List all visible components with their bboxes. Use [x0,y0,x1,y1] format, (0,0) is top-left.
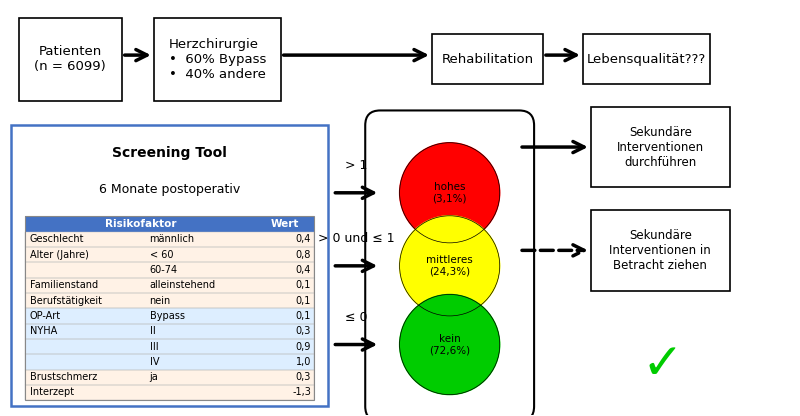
Text: mittleres
(24,3%): mittleres (24,3%) [426,255,473,277]
Bar [25,293,314,308]
Text: 60-74: 60-74 [150,265,178,275]
Text: 1,0: 1,0 [296,357,311,367]
Text: kein
(72,6%): kein (72,6%) [429,334,470,355]
Text: III: III [150,342,158,352]
Text: ≤ 0: ≤ 0 [345,311,367,324]
FancyBboxPatch shape [590,107,730,187]
Bar [25,277,314,293]
Text: > 1: > 1 [345,159,367,172]
FancyBboxPatch shape [366,111,534,416]
Text: Herzchirurgie
•  60% Bypass
•  40% andere: Herzchirurgie • 60% Bypass • 40% andere [169,38,266,81]
Text: Rehabilitation: Rehabilitation [442,53,534,66]
Bar [25,339,314,354]
Text: Geschlecht: Geschlecht [30,234,84,244]
Text: hohes
(3,1%): hohes (3,1%) [433,182,467,203]
Circle shape [400,216,500,316]
Text: ✓: ✓ [642,341,683,389]
Text: Sekundäre
Interventionen
durchführen: Sekundäre Interventionen durchführen [617,126,704,168]
Text: Bypass: Bypass [150,311,185,321]
Text: 0,8: 0,8 [296,250,311,260]
Bar [25,369,314,385]
Text: > 0 und ≤ 1: > 0 und ≤ 1 [318,232,394,245]
Bar [25,293,314,308]
Bar [25,232,314,247]
Text: männlich: männlich [150,234,194,244]
Bar [25,262,314,277]
Text: 0,3: 0,3 [296,326,311,336]
Bar [25,354,314,369]
Bar [25,385,314,400]
Bar [25,232,314,247]
Text: Lebensqualität???: Lebensqualität??? [586,53,706,66]
FancyBboxPatch shape [582,35,710,84]
Bar [25,216,314,232]
Bar [25,339,314,354]
FancyBboxPatch shape [154,18,281,101]
Bar [25,308,314,324]
Text: IV: IV [150,357,159,367]
Bar [25,247,314,262]
Text: OP-Art: OP-Art [30,311,61,321]
Bar [25,277,314,293]
FancyBboxPatch shape [10,125,329,406]
Bar [25,324,314,339]
FancyBboxPatch shape [18,18,122,101]
Text: 0,4: 0,4 [296,265,311,275]
Bar [25,262,314,277]
Circle shape [400,143,500,243]
Text: ja: ja [150,372,158,382]
Text: Berufstätigkeit: Berufstätigkeit [30,295,102,305]
FancyBboxPatch shape [432,35,543,84]
Bar [25,247,314,262]
Text: II: II [150,326,155,336]
FancyBboxPatch shape [590,210,730,291]
Text: 0,9: 0,9 [296,342,311,352]
Text: Familienstand: Familienstand [30,280,98,290]
Bar [25,324,314,339]
Circle shape [400,295,500,395]
Text: Wert: Wert [271,219,299,229]
Text: alleinstehend: alleinstehend [150,280,216,290]
Text: Risikofaktor: Risikofaktor [105,219,176,229]
Bar [25,385,314,400]
Text: NYHA: NYHA [30,326,57,336]
Text: < 60: < 60 [150,250,173,260]
Text: Interzept: Interzept [30,387,74,397]
Bar [25,354,314,369]
Text: 0,3: 0,3 [296,372,311,382]
Text: Brustschmerz: Brustschmerz [30,372,97,382]
Bar [25,216,314,400]
Text: 0,1: 0,1 [296,295,311,305]
Text: -1,3: -1,3 [292,387,311,397]
Text: Patienten
(n = 6099): Patienten (n = 6099) [34,45,106,73]
Text: 0,1: 0,1 [296,280,311,290]
Text: Risiko: Risiko [430,150,470,164]
Text: Alter (Jahre): Alter (Jahre) [30,250,89,260]
Text: Screening Tool: Screening Tool [112,146,227,160]
Text: 0,1: 0,1 [296,311,311,321]
Bar [25,369,314,385]
Text: 6 Monate postoperativ: 6 Monate postoperativ [99,183,240,196]
Text: 0,4: 0,4 [296,234,311,244]
Text: Sekundäre
Interventionen in
Betracht ziehen: Sekundäre Interventionen in Betracht zie… [610,229,711,272]
Text: nein: nein [150,295,171,305]
Bar [25,308,314,324]
